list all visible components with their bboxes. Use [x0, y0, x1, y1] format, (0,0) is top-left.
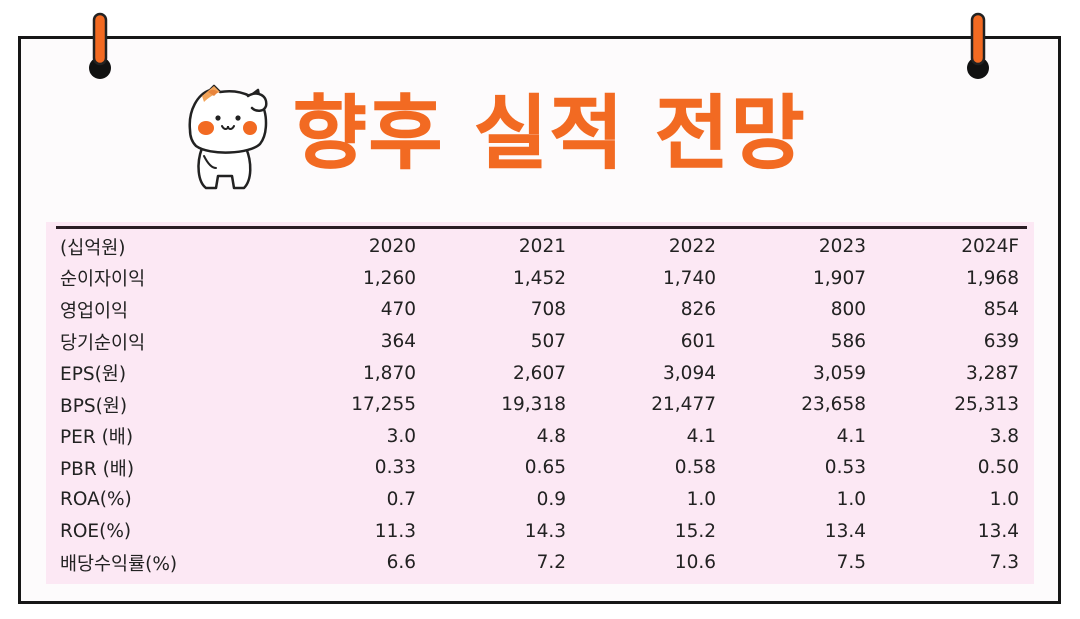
row-label: ROA(%) — [60, 489, 132, 511]
table-row: ROE(%) 11.3 14.3 15.2 13.4 13.4 — [56, 515, 1027, 547]
table-row: 배당수익률(%) 6.6 7.2 10.6 7.5 7.3 — [56, 547, 1027, 579]
table-cell: 708 — [530, 299, 566, 321]
table-cell: 0.33 — [374, 457, 416, 479]
table-cell: 364 — [380, 331, 416, 353]
column-header: 2024F — [961, 236, 1019, 258]
table-cell: 14.3 — [524, 520, 566, 542]
table-cell: 3,059 — [813, 362, 866, 384]
row-label: EPS(원) — [60, 364, 127, 386]
table-cell: 4.8 — [536, 425, 566, 447]
table-cell: 25,313 — [954, 394, 1019, 416]
table-cell: 3.0 — [386, 425, 416, 447]
row-label: 배당수익률(%) — [60, 553, 178, 575]
pushpin-icon — [89, 12, 111, 79]
table-body: 순이자이익 1,260 1,452 1,740 1,907 1,968 영업이익 470 708… — [56, 263, 1027, 579]
table-cell: 3.8 — [989, 425, 1019, 447]
table-cell: 7.2 — [536, 552, 566, 574]
row-label: PBR (배) — [60, 458, 135, 480]
table-row: PBR (배) 0.33 0.65 0.58 0.53 0.50 — [56, 452, 1027, 484]
table-cell: 0.65 — [524, 457, 566, 479]
table-cell: 1,452 — [513, 267, 566, 289]
table-row: 영업이익 470 708 826 800 854 — [56, 294, 1027, 326]
table-cell: 19,318 — [501, 394, 566, 416]
table-row: 순이자이익 1,260 1,452 1,740 1,907 1,968 — [56, 263, 1027, 295]
table-cell: 2,607 — [513, 362, 566, 384]
table-cell: 3,094 — [663, 362, 716, 384]
table-cell: 586 — [830, 331, 866, 353]
table-cell: 1.0 — [989, 489, 1019, 511]
column-header: 2021 — [518, 236, 566, 258]
table-cell: 1,260 — [363, 267, 416, 289]
table-cell: 15.2 — [674, 520, 716, 542]
table-cell: 601 — [680, 331, 716, 353]
table-cell: 1,740 — [663, 267, 716, 289]
unit-label: (십억원) — [60, 237, 126, 259]
table-cell: 4.1 — [836, 425, 866, 447]
table-cell: 1.0 — [836, 489, 866, 511]
table-cell: 0.7 — [386, 489, 416, 511]
table-cell: 13.4 — [977, 520, 1019, 542]
row-label: 당기순이익 — [60, 332, 146, 354]
table-cell: 10.6 — [674, 552, 716, 574]
row-label: 순이자이익 — [60, 269, 146, 291]
table-cell: 826 — [680, 299, 716, 321]
table-cell: 1,968 — [966, 267, 1019, 289]
column-header: 2023 — [818, 236, 866, 258]
table-cell: 11.3 — [374, 520, 416, 542]
table-panel — [46, 222, 1034, 584]
page-title: 향후 실적 전망 — [293, 87, 807, 181]
table-header-row: (십억원) 2020 2021 2022 2023 2024F — [56, 231, 1027, 263]
column-header: 2022 — [668, 236, 716, 258]
table-row: ROA(%) 0.7 0.9 1.0 1.0 1.0 — [56, 484, 1027, 516]
table-cell: 639 — [983, 331, 1019, 353]
table-cell: 507 — [530, 331, 566, 353]
financial-forecast-table: (십억원) 2020 2021 2022 2023 2024F 순이자이익 1,2… — [56, 231, 1027, 579]
row-label: ROE(%) — [60, 520, 132, 542]
table-cell: 1.0 — [686, 489, 716, 511]
row-label: 영업이익 — [60, 300, 129, 322]
table-row: 당기순이익 364 507 601 586 639 — [56, 326, 1027, 358]
table-cell: 17,255 — [351, 394, 416, 416]
table-cell: 470 — [380, 299, 416, 321]
cat-saluting-icon — [188, 84, 268, 190]
table-cell: 6.6 — [386, 552, 416, 574]
table-cell: 0.50 — [977, 457, 1019, 479]
table-cell: 0.58 — [674, 457, 716, 479]
table-cell: 4.1 — [686, 425, 716, 447]
table-cell: 23,658 — [801, 394, 866, 416]
row-label: BPS(원) — [60, 395, 128, 417]
table-row: BPS(원) 17,255 19,318 21,477 23,658 25,313 — [56, 389, 1027, 421]
table-cell: 21,477 — [651, 394, 716, 416]
table-cell: 0.53 — [824, 457, 866, 479]
row-label: PER (배) — [60, 427, 134, 449]
table-top-rule — [56, 226, 1027, 229]
table-cell: 1,907 — [813, 267, 866, 289]
column-header: 2020 — [368, 236, 416, 258]
table-cell: 7.5 — [836, 552, 866, 574]
table-cell: 854 — [983, 299, 1019, 321]
pushpin-icon — [967, 12, 989, 79]
table-cell: 1,870 — [363, 362, 416, 384]
table-cell: 13.4 — [824, 520, 866, 542]
table-row: PER (배) 3.0 4.8 4.1 4.1 3.8 — [56, 421, 1027, 453]
table-cell: 0.9 — [536, 489, 566, 511]
table-cell: 7.3 — [989, 552, 1019, 574]
table-row: EPS(원) 1,870 2,607 3,094 3,059 3,287 — [56, 357, 1027, 389]
table-cell: 3,287 — [966, 362, 1019, 384]
table-cell: 800 — [830, 299, 866, 321]
